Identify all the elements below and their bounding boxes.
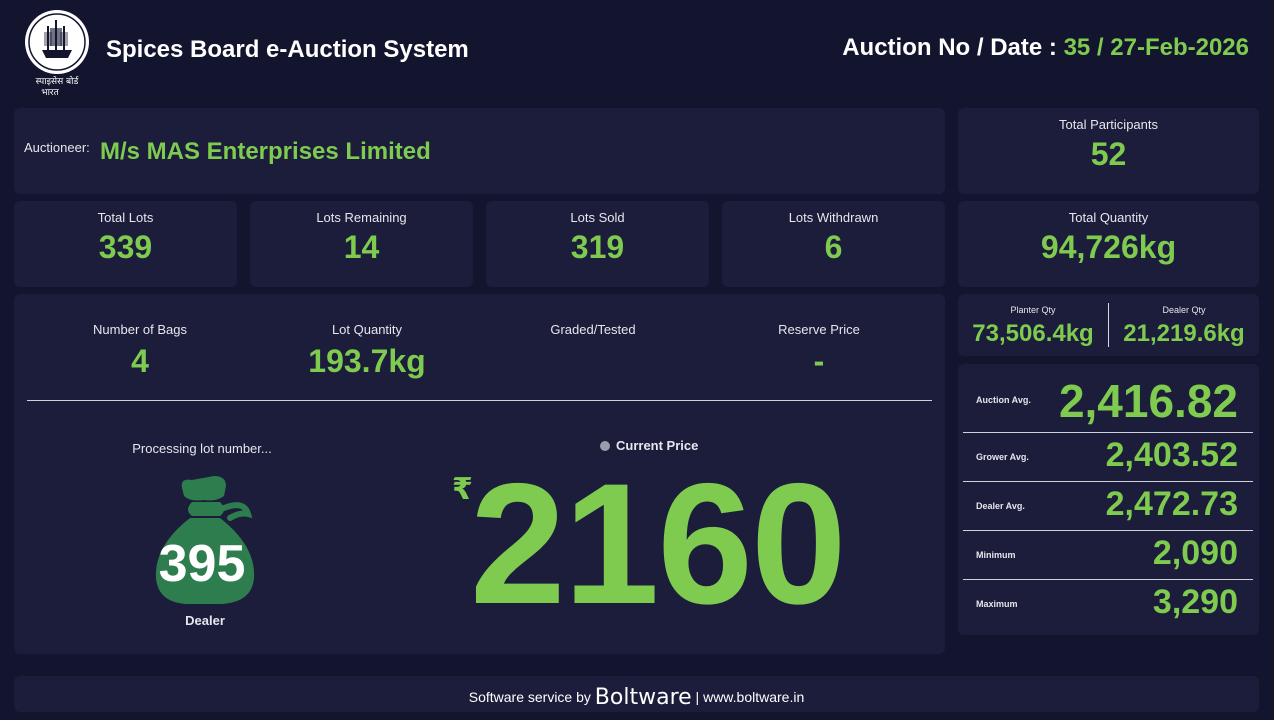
panel-divider	[27, 400, 932, 401]
maximum-row: Maximum 3,290	[963, 580, 1253, 630]
grower-avg-label: Grower Avg.	[976, 452, 1029, 462]
auctioneer-card: Auctioneer: M/s MAS Enterprises Limited	[14, 108, 945, 194]
window-edge	[1274, 0, 1280, 720]
total-quantity-label: Total Quantity	[1068, 210, 1149, 225]
spices-board-logo: स्पाइसेस बोर्ड भारत	[22, 6, 92, 98]
seller-type: Dealer	[185, 613, 225, 628]
total-participants-value: 52	[1090, 136, 1127, 172]
reserve-price-column: Reserve Price -	[719, 322, 919, 380]
boltware-link[interactable]: | www.boltware.in	[691, 689, 805, 705]
app-title: Spices Board e-Auction System	[106, 36, 469, 63]
minimum-row: Minimum 2,090	[963, 531, 1253, 579]
lots-remaining-value: 14	[343, 229, 380, 265]
current-price-label-text: Current Price	[616, 438, 699, 453]
planter-dealer-qty-card: Planter Qty 73,506.4kg Dealer Qty 21,219…	[958, 294, 1259, 356]
graded-column: Graded/Tested	[493, 322, 693, 343]
total-participants-card: Total Participants 52	[958, 108, 1259, 194]
auction-avg-row: Auction Avg. 2,416.82	[963, 364, 1253, 432]
lots-sold-label: Lots Sold	[570, 210, 625, 225]
grower-avg-row: Grower Avg. 2,403.52	[963, 433, 1253, 481]
lots-remaining-label: Lots Remaining	[316, 210, 407, 225]
dealer-avg-value: 2,472.73	[1105, 485, 1238, 523]
total-lots-card: Total Lots 339	[14, 201, 237, 287]
graded-label: Graded/Tested	[550, 322, 636, 337]
planter-qty-value: 73,506.4kg	[972, 320, 1094, 347]
avg-separator	[963, 432, 1253, 433]
minimum-value: 2,090	[1152, 534, 1238, 572]
avg-separator	[963, 481, 1253, 482]
lots-sold-value: 319	[570, 229, 625, 265]
auction-info: Auction No / Date : 35 / 27-Feb-2026	[842, 34, 1249, 62]
lot-quantity-column: Lot Quantity 193.7kg	[267, 322, 467, 380]
grower-avg-value: 2,403.52	[1105, 436, 1238, 474]
svg-text:स्पाइसेस बोर्ड: स्पाइसेस बोर्ड	[36, 75, 80, 87]
averages-card: Auction Avg. 2,416.82 Grower Avg. 2,403.…	[958, 364, 1259, 635]
auctioneer-label: Auctioneer:	[24, 140, 90, 155]
dealer-qty-label: Dealer Qty	[1162, 305, 1206, 315]
avg-separator	[963, 530, 1253, 531]
maximum-value: 3,290	[1152, 583, 1238, 621]
lot-quantity-label: Lot Quantity	[331, 322, 403, 337]
reserve-price-label: Reserve Price	[778, 322, 860, 337]
current-price-value: 2160	[470, 448, 847, 640]
reserve-price-value: -	[813, 343, 825, 379]
bags-value: 4	[131, 343, 149, 379]
current-price-label: Current Price	[600, 438, 698, 453]
footer-prefix: Software service by	[468, 689, 595, 705]
auction-avg-label: Auction Avg.	[976, 395, 1031, 405]
total-quantity-value: 94,726kg	[1040, 229, 1177, 265]
dealer-qty: Dealer Qty 21,219.6kg	[1109, 294, 1259, 356]
bags-label: Number of Bags	[93, 322, 187, 337]
status-dot-icon	[600, 441, 610, 451]
lots-remaining-card: Lots Remaining 14	[250, 201, 473, 287]
total-lots-label: Total Lots	[97, 210, 154, 225]
minimum-label: Minimum	[976, 550, 1016, 560]
bags-column: Number of Bags 4	[40, 322, 240, 380]
maximum-label: Maximum	[976, 599, 1018, 609]
processing-label: Processing lot number...	[132, 441, 272, 456]
dealer-qty-value: 21,219.6kg	[1123, 320, 1245, 347]
dealer-avg-label: Dealer Avg.	[976, 501, 1025, 511]
boltware-logo: Boltware	[594, 685, 692, 710]
rupee-symbol: ₹	[452, 473, 473, 506]
lot-number: 395	[158, 535, 246, 593]
auction-info-label: Auction No / Date :	[842, 34, 1064, 61]
dealer-avg-row: Dealer Avg. 2,472.73	[963, 482, 1253, 530]
planter-qty: Planter Qty 73,506.4kg	[958, 294, 1108, 356]
lot-quantity-value: 193.7kg	[308, 343, 426, 379]
planter-qty-label: Planter Qty	[1010, 305, 1056, 315]
lots-withdrawn-label: Lots Withdrawn	[788, 210, 879, 225]
auction-info-value: 35 / 27-Feb-2026	[1063, 34, 1249, 61]
lots-withdrawn-card: Lots Withdrawn 6	[722, 201, 945, 287]
auction-avg-value: 2,416.82	[1058, 375, 1238, 427]
total-participants-label: Total Participants	[1059, 117, 1158, 132]
auctioneer-name: M/s MAS Enterprises Limited	[100, 138, 431, 165]
money-bag-icon	[140, 474, 270, 612]
avg-separator	[963, 579, 1253, 580]
total-quantity-card: Total Quantity 94,726kg	[958, 201, 1259, 287]
lots-withdrawn-value: 6	[824, 229, 843, 265]
current-lot-panel: Number of Bags 4 Lot Quantity 193.7kg Gr…	[14, 294, 945, 654]
lots-sold-card: Lots Sold 319	[486, 201, 709, 287]
footer-text: Software service by Boltware | www.boltw…	[14, 685, 1259, 710]
svg-text:भारत: भारत	[41, 88, 59, 96]
total-lots-value: 339	[98, 229, 153, 265]
footer: Software service by Boltware | www.boltw…	[14, 676, 1259, 712]
qty-divider	[1108, 303, 1109, 347]
